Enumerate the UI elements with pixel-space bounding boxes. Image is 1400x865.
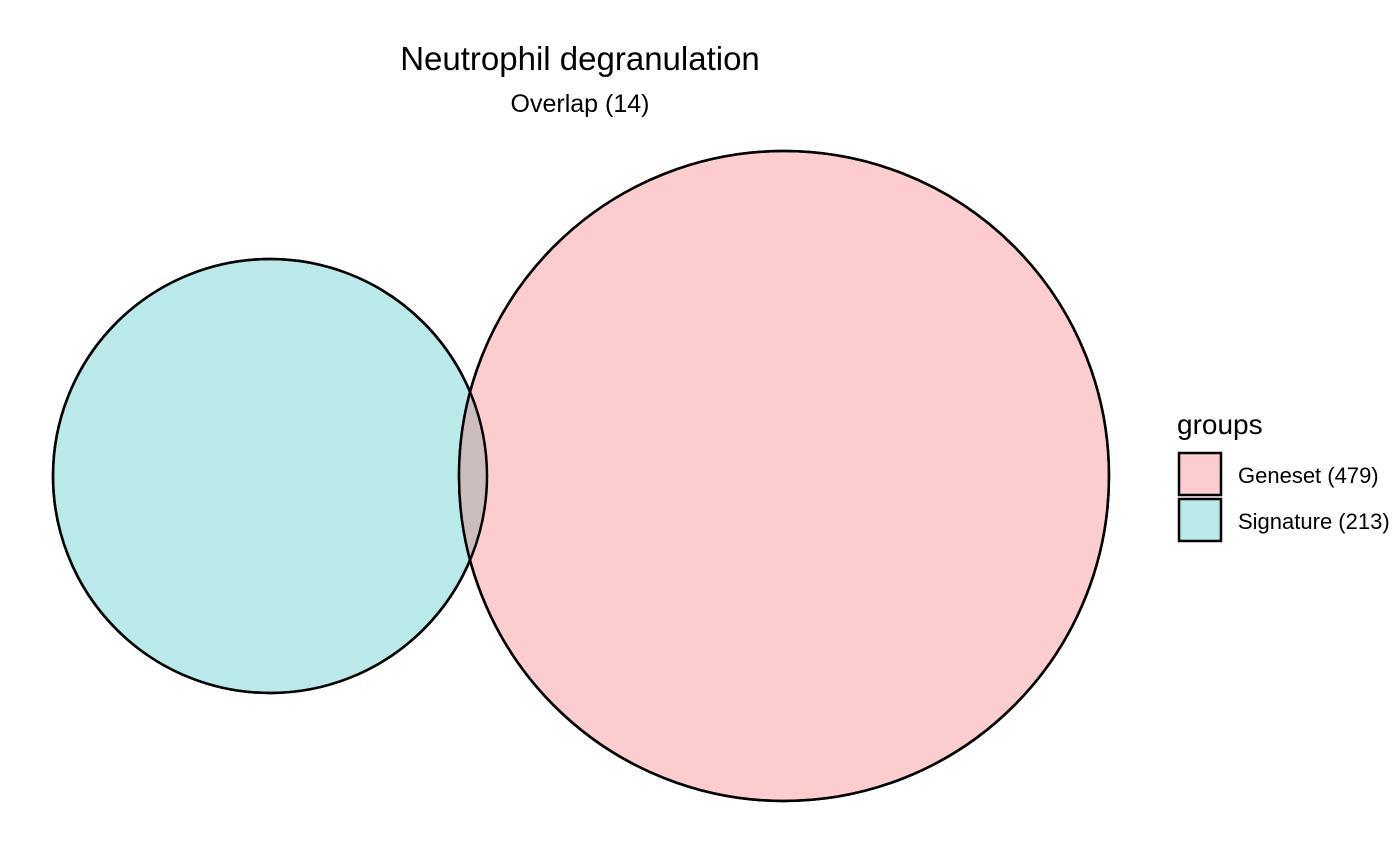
signature-set-outline [51, 257, 489, 695]
diagram-title: Neutrophil degranulation [400, 40, 760, 77]
signature-set-circle [51, 257, 489, 695]
geneset-set-outline [457, 149, 1111, 803]
diagram-subtitle: Overlap (14) [511, 90, 650, 118]
legend-title: groups [1177, 409, 1263, 440]
legend-label-geneset: Geneset (479) [1238, 463, 1379, 488]
legend-key-geneset [1177, 451, 1223, 497]
legend-key-signature [1177, 497, 1223, 543]
legend: groups Geneset (479) Signature (213) [1177, 409, 1390, 543]
geneset-set-circle [457, 149, 1111, 803]
legend-label-signature: Signature (213) [1238, 509, 1390, 534]
